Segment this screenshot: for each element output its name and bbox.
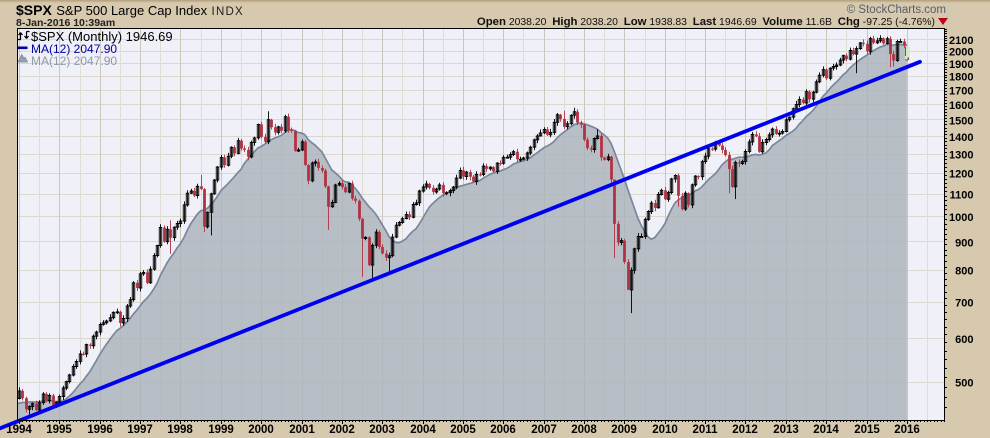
svg-text:1996: 1996 — [87, 424, 113, 436]
svg-text:2002: 2002 — [329, 424, 355, 436]
svg-text:2011: 2011 — [693, 424, 719, 436]
svg-text:2005: 2005 — [450, 424, 476, 436]
svg-text:2000: 2000 — [949, 47, 973, 59]
svg-text:1994: 1994 — [6, 424, 32, 436]
svg-text:1995: 1995 — [46, 424, 72, 436]
svg-text:2000: 2000 — [248, 424, 274, 436]
svg-text:2009: 2009 — [611, 424, 637, 436]
svg-text:2012: 2012 — [732, 424, 758, 436]
svg-text:2014: 2014 — [813, 424, 839, 436]
svg-text:2100: 2100 — [949, 35, 973, 47]
svg-text:2008: 2008 — [571, 424, 597, 436]
svg-text:600: 600 — [955, 334, 973, 346]
svg-text:1900: 1900 — [949, 59, 973, 71]
svg-text:500: 500 — [955, 378, 973, 390]
svg-text:1200: 1200 — [949, 169, 973, 181]
svg-text:1500: 1500 — [949, 115, 973, 127]
svg-text:2010: 2010 — [652, 424, 678, 436]
svg-text:1999: 1999 — [208, 424, 234, 436]
svg-text:700: 700 — [955, 297, 973, 309]
svg-text:2006: 2006 — [490, 424, 516, 436]
svg-text:1300: 1300 — [949, 150, 973, 162]
svg-text:900: 900 — [955, 237, 973, 249]
svg-text:1100: 1100 — [950, 189, 974, 201]
svg-text:2001: 2001 — [289, 424, 315, 436]
svg-text:800: 800 — [955, 265, 973, 277]
svg-text:1000: 1000 — [949, 212, 973, 224]
svg-text:2016: 2016 — [894, 424, 920, 436]
svg-text:1998: 1998 — [167, 424, 193, 436]
svg-text:2015: 2015 — [854, 424, 880, 436]
svg-text:1400: 1400 — [949, 132, 973, 144]
svg-text:2013: 2013 — [773, 424, 799, 436]
svg-text:2004: 2004 — [410, 424, 436, 436]
svg-text:1800: 1800 — [949, 72, 973, 84]
svg-text:2003: 2003 — [369, 424, 395, 436]
svg-text:1600: 1600 — [949, 100, 973, 112]
svg-text:1700: 1700 — [949, 85, 973, 97]
svg-text:1997: 1997 — [127, 424, 153, 436]
svg-text:2007: 2007 — [531, 424, 557, 436]
